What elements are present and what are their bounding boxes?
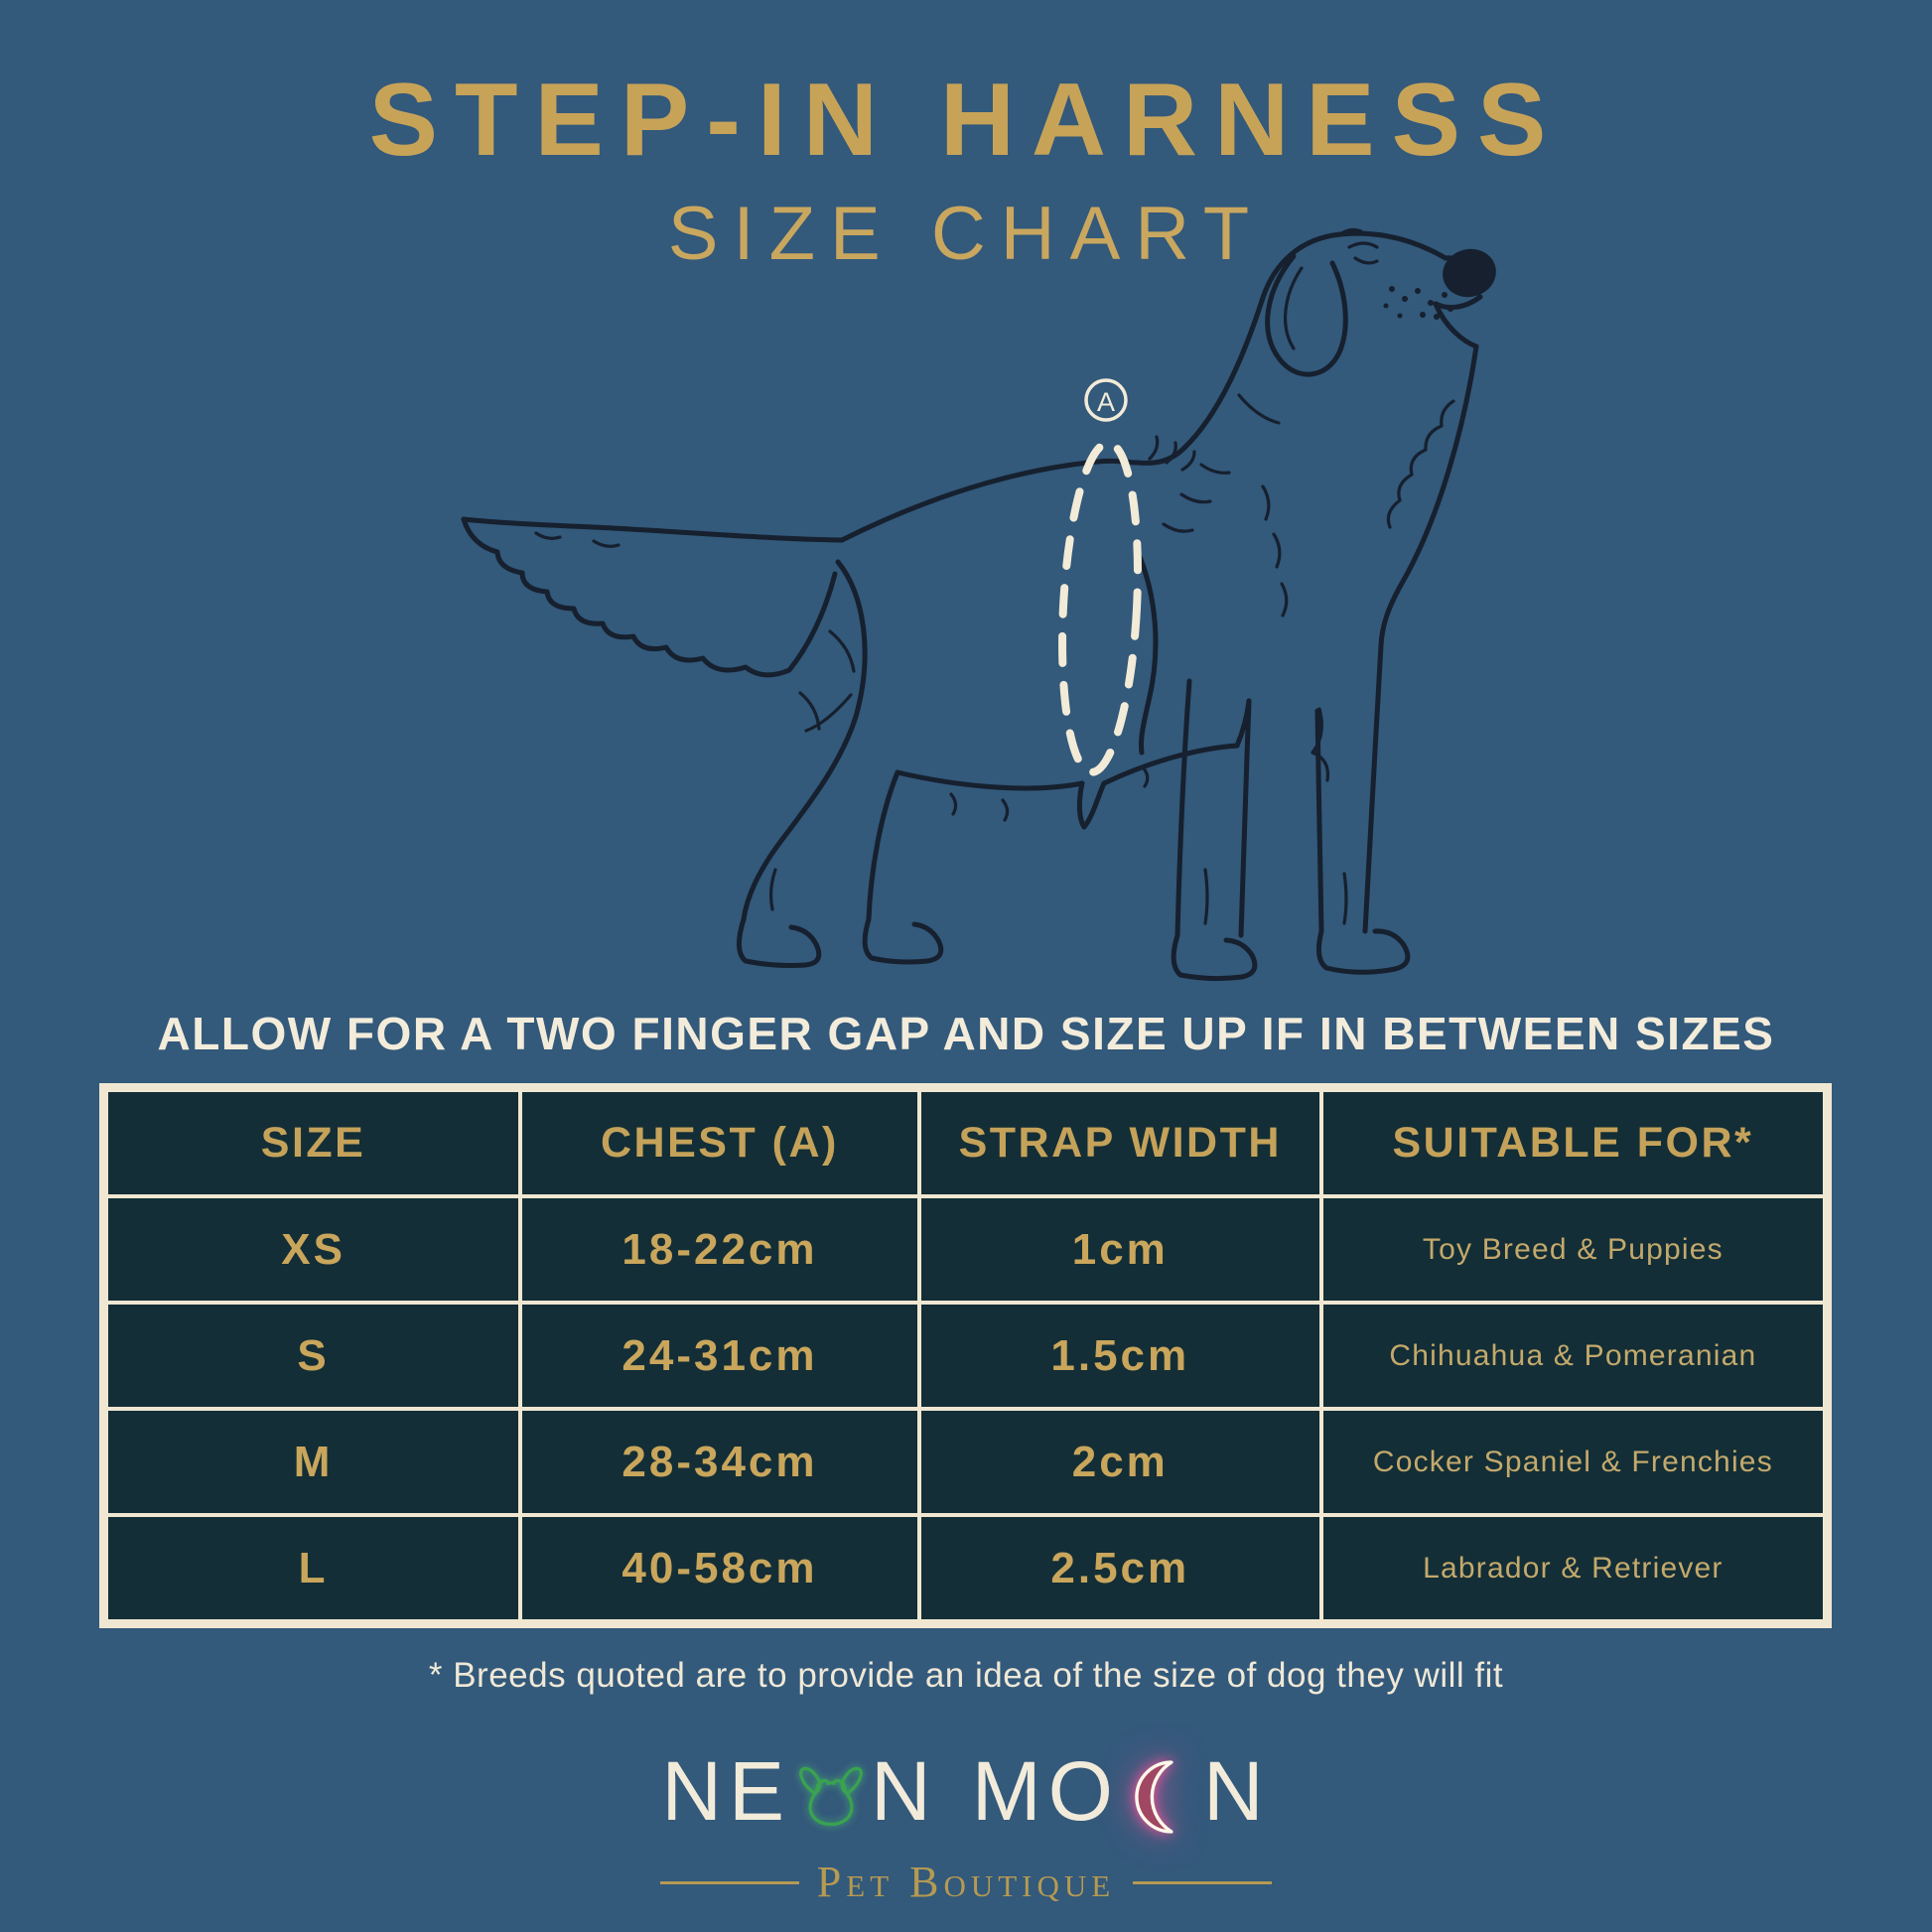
brand-wordmark: NE N MO N bbox=[661, 1744, 1271, 1838]
table-row-xs: XS 18-22cm 1cm Toy Breed & Puppies bbox=[103, 1194, 1828, 1305]
crescent-moon-icon bbox=[1135, 1760, 1173, 1834]
cell-suitable: Toy Breed & Puppies bbox=[1318, 1194, 1828, 1305]
cell-strap: 2cm bbox=[916, 1407, 1323, 1517]
size-table-wrapper: SIZE CHEST (A) STRAP WIDTH SUITABLE FOR*… bbox=[99, 1083, 1832, 1628]
tagline-text: Pet Boutique bbox=[816, 1858, 1116, 1906]
dog-face-icon bbox=[798, 1766, 864, 1827]
brand-letters-n: N bbox=[871, 1744, 938, 1838]
cell-strap: 1.5cm bbox=[916, 1301, 1323, 1411]
cell-size: XS bbox=[103, 1194, 523, 1305]
cell-strap: 2.5cm bbox=[916, 1513, 1323, 1623]
cell-size: S bbox=[103, 1301, 523, 1411]
brand-letters-ne: NE bbox=[661, 1744, 792, 1838]
cell-size: L bbox=[103, 1513, 523, 1623]
table-row-s: S 24-31cm 1.5cm Chihuahua & Pomeranian bbox=[103, 1301, 1828, 1411]
chest-measurement-ellipse bbox=[1058, 439, 1142, 776]
tagline-right-line bbox=[1133, 1880, 1273, 1884]
cell-suitable: Chihuahua & Pomeranian bbox=[1318, 1301, 1828, 1411]
tagline-left-line bbox=[659, 1880, 799, 1884]
table-row-m: M 28-34cm 2cm Cocker Spaniel & Frenchies bbox=[103, 1407, 1828, 1517]
cell-chest: 18-22cm bbox=[518, 1194, 921, 1305]
marker-a-circle bbox=[1084, 378, 1128, 422]
column-header-strap-width: STRAP WIDTH bbox=[916, 1088, 1323, 1198]
page-subtitle: SIZE CHART bbox=[667, 192, 1265, 276]
marker-a-label: A bbox=[1097, 387, 1115, 417]
brand-letters-mo: MO bbox=[971, 1744, 1120, 1838]
brand-tagline: Pet Boutique bbox=[659, 1858, 1273, 1906]
cell-chest: 24-31cm bbox=[518, 1301, 921, 1411]
dog-fur-details bbox=[534, 227, 1455, 925]
cell-chest: 28-34cm bbox=[518, 1407, 921, 1517]
cell-strap: 1cm bbox=[916, 1194, 1323, 1305]
instruction-text: ALLOW FOR A TWO FINGER GAP AND SIZE UP I… bbox=[157, 1008, 1775, 1059]
footnote-text: * Breeds quoted are to provide an idea o… bbox=[428, 1656, 1504, 1695]
brand-logo: NE N MO N Pet Boutique bbox=[0, 1749, 1932, 1904]
table-header-row: SIZE CHEST (A) STRAP WIDTH SUITABLE FOR* bbox=[103, 1088, 1828, 1198]
column-header-suitable-for: SUITABLE FOR* bbox=[1318, 1088, 1828, 1198]
size-table: SIZE CHEST (A) STRAP WIDTH SUITABLE FOR*… bbox=[103, 1088, 1828, 1623]
dog-outline bbox=[461, 230, 1483, 982]
column-header-size: SIZE bbox=[103, 1088, 523, 1198]
cell-suitable: Labrador & Retriever bbox=[1318, 1513, 1828, 1623]
table-row-l: L 40-58cm 2.5cm Labrador & Retriever bbox=[103, 1513, 1828, 1623]
cell-size: M bbox=[103, 1407, 523, 1517]
cell-chest: 40-58cm bbox=[518, 1513, 921, 1623]
column-header-chest: CHEST (A) bbox=[518, 1088, 921, 1198]
brand-letters-n2: N bbox=[1203, 1744, 1271, 1838]
page-title: STEP-IN HARNESS bbox=[368, 63, 1564, 178]
cell-suitable: Cocker Spaniel & Frenchies bbox=[1318, 1407, 1828, 1517]
chest-measurement-marks: A bbox=[1058, 378, 1142, 776]
